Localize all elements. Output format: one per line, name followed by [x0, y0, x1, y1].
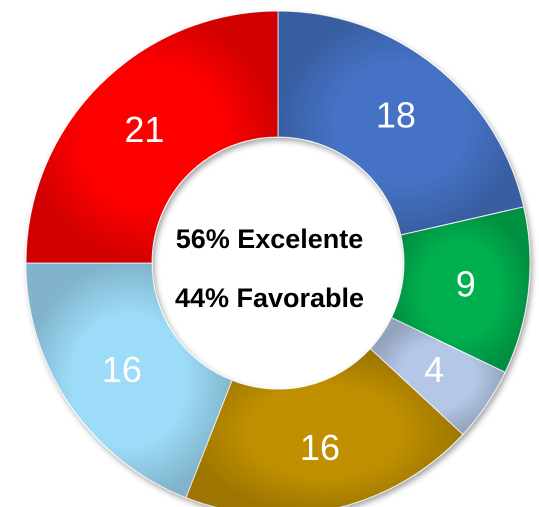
slice-label-6: 21 [124, 109, 164, 150]
donut-slice-shade-1 [278, 11, 524, 235]
slice-label-2: 9 [456, 264, 476, 305]
donut-slice-shade-6 [26, 11, 278, 263]
slice-label-1: 18 [376, 95, 416, 136]
slices-group [25, 10, 531, 507]
donut-slice-shade-3 [370, 317, 506, 435]
donut-slice-shade-4 [185, 348, 463, 507]
donut-slice-shade-5 [26, 263, 232, 498]
slice-labels-group: 18 9 4 16 16 21 [102, 95, 476, 468]
center-label-favorable: 44% Favorable [174, 283, 365, 313]
center-label-excelente: 56% Excelente [175, 224, 364, 254]
slice-label-4: 16 [300, 427, 340, 468]
slice-label-3: 4 [424, 349, 444, 390]
donut-slice-shade-2 [391, 206, 530, 373]
slice-label-5: 16 [102, 349, 142, 390]
